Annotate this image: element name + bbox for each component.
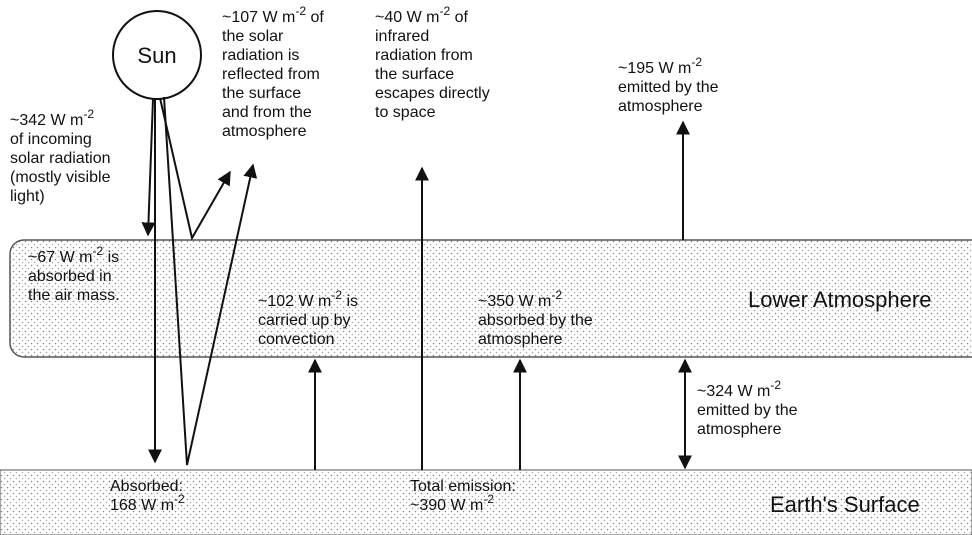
label-line: infrared <box>375 28 429 45</box>
text: emitted by the <box>618 79 719 96</box>
atmosphere-layer <box>9 239 972 358</box>
label-line: reflected from <box>222 66 320 83</box>
label-line: escapes directly <box>375 85 490 102</box>
label-line: solar radiation <box>10 150 111 167</box>
superscript: -2 <box>83 107 94 121</box>
text: carried up by <box>258 312 351 329</box>
text: 168 W m <box>110 497 174 514</box>
text: ~67 W m <box>28 249 92 266</box>
text: reflected from <box>222 66 320 83</box>
label-line: ~324 W m-2 <box>697 378 781 400</box>
label-line: atmosphere <box>697 421 782 438</box>
text: emitted by the <box>697 402 798 419</box>
text: absorbed in <box>28 268 112 285</box>
label-line: the surface <box>222 85 301 102</box>
sun-label: Sun <box>137 43 176 68</box>
text: to space <box>375 104 436 121</box>
text: ~107 W m <box>222 9 295 26</box>
text: ~102 W m <box>258 293 331 310</box>
label-line: convection <box>258 331 335 348</box>
label-line: absorbed by the <box>478 312 593 329</box>
superscript: -2 <box>174 492 185 506</box>
label-line: to space <box>375 104 436 121</box>
text: atmosphere <box>618 98 703 115</box>
surface-layer <box>0 469 972 535</box>
layer-label: Earth's Surface <box>770 492 920 517</box>
text: atmosphere <box>478 331 563 348</box>
superscript: -2 <box>439 4 450 18</box>
text: ~342 W m <box>10 112 83 129</box>
superscript: -2 <box>770 378 781 392</box>
label-line: ~390 W m-2 <box>410 492 494 514</box>
text: radiation is <box>222 47 299 64</box>
text: of <box>450 9 468 26</box>
sun <box>112 10 202 100</box>
label-line: carried up by <box>258 312 351 329</box>
arrows <box>141 96 692 470</box>
text: absorbed by the <box>478 312 593 329</box>
text: of <box>306 9 324 26</box>
superscript: -2 <box>331 288 342 302</box>
label-line: emitted by the <box>618 79 719 96</box>
label-line: ~350 W m-2 <box>478 288 562 310</box>
text: ~40 W m <box>375 9 439 26</box>
label-line: atmosphere <box>618 98 703 115</box>
text: Absorbed: <box>110 478 183 495</box>
label-line: atmosphere <box>222 123 307 140</box>
text: Total emission: <box>410 478 516 495</box>
text: the air mass. <box>28 287 120 304</box>
text: atmosphere <box>697 421 782 438</box>
label-line: the air mass. <box>28 287 120 304</box>
label-line: absorbed in <box>28 268 112 285</box>
text: is <box>103 249 119 266</box>
text: ~350 W m <box>478 293 551 310</box>
label-line: ~102 W m-2 is <box>258 288 358 310</box>
text: and from the <box>222 104 312 121</box>
label-line: (mostly visible <box>10 169 111 186</box>
text: escapes directly <box>375 85 490 102</box>
superscript: -2 <box>483 492 494 506</box>
label-line: ~107 W m-2 of <box>222 4 324 26</box>
label-line: ~195 W m-2 <box>618 55 702 77</box>
text: convection <box>258 331 335 348</box>
label-line: Absorbed: <box>110 478 183 495</box>
text: ~324 W m <box>697 383 770 400</box>
label-line: Total emission: <box>410 478 516 495</box>
text: is <box>342 293 358 310</box>
label-line: atmosphere <box>478 331 563 348</box>
label-line: 168 W m-2 <box>110 492 185 514</box>
label-line: the surface <box>375 66 454 83</box>
label-line: light) <box>10 188 45 205</box>
label-line: ~342 W m-2 <box>10 107 94 129</box>
text: the surface <box>375 66 454 83</box>
text: ~195 W m <box>618 60 691 77</box>
text: of incoming <box>10 131 92 148</box>
label-line: radiation from <box>375 47 473 64</box>
label-line: radiation is <box>222 47 299 64</box>
superscript: -2 <box>92 244 103 258</box>
text: atmosphere <box>222 123 307 140</box>
text: solar radiation <box>10 150 111 167</box>
superscript: -2 <box>691 55 702 69</box>
label-line: ~67 W m-2 is <box>28 244 119 266</box>
text: light) <box>10 188 45 205</box>
label-line: emitted by the <box>697 402 798 419</box>
text: the solar <box>222 28 284 45</box>
label-line: ~40 W m-2 of <box>375 4 468 26</box>
text: infrared <box>375 28 429 45</box>
layer-label: Lower Atmosphere <box>748 287 931 312</box>
text: ~390 W m <box>410 497 483 514</box>
label-line: and from the <box>222 104 312 121</box>
superscript: -2 <box>551 288 562 302</box>
label-line: of incoming <box>10 131 92 148</box>
text: the surface <box>222 85 301 102</box>
text: radiation from <box>375 47 473 64</box>
superscript: -2 <box>295 4 306 18</box>
label-line: the solar <box>222 28 284 45</box>
text: (mostly visible <box>10 169 111 186</box>
